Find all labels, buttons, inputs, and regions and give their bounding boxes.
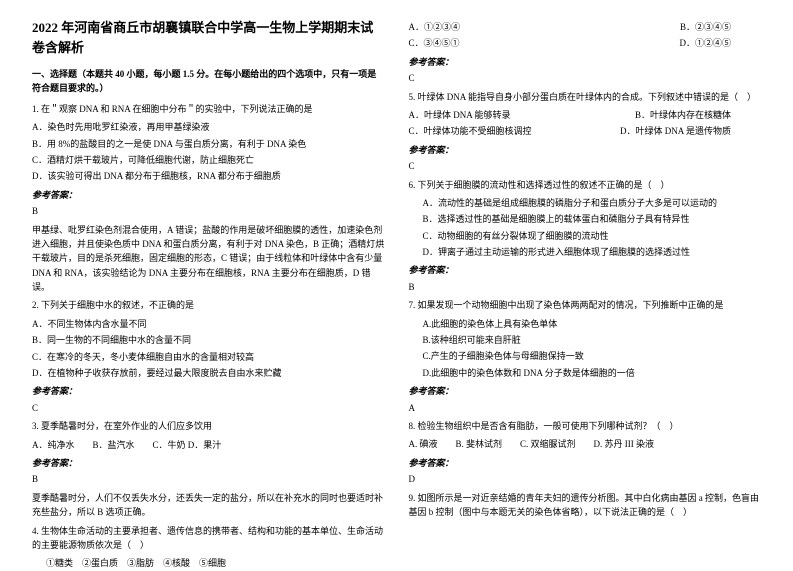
q5-option-b: B．叶绿体内存在核糖体 [635, 108, 731, 122]
left-column: 2022 年河南省商丘市胡襄镇联合中学高一生物上学期期末试卷含解析 一、选择题（… [20, 18, 397, 543]
q6-option-d: D．钾离子通过主动运输的形式进入细胞体现了细胞膜的选择透过性 [409, 245, 762, 259]
q2-option-b: B．同一生物的不同细胞中水的含量不同 [32, 333, 385, 347]
q3-explanation: 夏季酷暑时分，人们不仅丢失水分，还丢失一定的盐分，所以在补充水的同时也要适时补充… [32, 491, 385, 520]
exam-title: 2022 年河南省商丘市胡襄镇联合中学高一生物上学期期末试卷含解析 [32, 18, 385, 57]
q4-answer-label: 参考答案： [409, 55, 762, 69]
q4-answer: C [409, 71, 762, 85]
section-1-header: 一、选择题（本题共 40 小题，每小题 1.5 分。在每小题给出的四个选项中，只… [32, 67, 385, 96]
q4-choice-d: D．①②④⑤ [680, 36, 732, 50]
q7-stem: 7. 如果发现一个动物细胞中出现了染色体两两配对的情况，下列推断中正确的是 [409, 298, 762, 312]
q4-options: ①糖类 ②蛋白质 ③脂肪 ④核酸 ⑤细胞 [32, 556, 385, 570]
q9-stem: 9. 如图所示是一对近亲结婚的青年夫妇的遗传分析图。其中白化病由基因 a 控制，… [409, 491, 762, 520]
q6-answer-label: 参考答案： [409, 263, 762, 277]
q2-answer-label: 参考答案： [32, 384, 385, 398]
q6-option-b: B．选择透过性的基础是细胞膜上的载体蛋白和磷脂分子具有特异性 [409, 212, 762, 226]
q7-answer-label: 参考答案： [409, 384, 762, 398]
q4-choice-b: B．②③④⑤ [680, 20, 731, 34]
q8-answer-label: 参考答案： [409, 456, 762, 470]
q2-option-a: A．不同生物体内含水量不同 [32, 317, 385, 331]
q8-stem: 8. 检验生物组织中是否含有脂肪，一般可使用下列哪种试剂？（ ） [409, 419, 762, 433]
q4-stem: 4. 生物体生命活动的主要承担者、遗传信息的携带者、结构和功能的基本单位、生命活… [32, 524, 385, 553]
q4-choice-row1: A．①②③④ B．②③④⑤ [409, 20, 762, 34]
q1-option-c: C．酒精灯烘干载玻片，可降低细胞代谢，防止细胞死亡 [32, 153, 385, 167]
q5-row2: C．叶绿体功能不受细胞核调控 D．叶绿体 DNA 是遗传物质 [409, 124, 762, 138]
q5-answer-label: 参考答案： [409, 143, 762, 157]
q5-stem: 5. 叶绿体 DNA 能指导自身小部分蛋白质在叶绿体内的合成。下列叙述中错误的是… [409, 90, 762, 104]
q6-answer: B [409, 280, 762, 294]
q7-option-d: D.此细胞中的染色体数和 DNA 分子数是体细胞的一倍 [409, 366, 762, 380]
q2-stem: 2. 下列关于细胞中水的叙述，不正确的是 [32, 298, 385, 312]
q7-answer: A [409, 401, 762, 415]
q1-option-d: D．该实验可得出 DNA 都分布于细胞核，RNA 都分布于细胞质 [32, 169, 385, 183]
q2-option-c: C．在寒冷的冬天，冬小麦体细胞自由水的含量相对较高 [32, 350, 385, 364]
q6-stem: 6. 下列关于细胞膜的流动性和选择透过性的叙述不正确的是（ ） [409, 178, 762, 192]
q5-option-c: C．叶绿体功能不受细胞核调控 [409, 124, 532, 138]
q1-explanation: 甲基绿、吡罗红染色剂混合使用，A 错误；盐酸的作用是破坏细胞膜的透性，加速染色剂… [32, 223, 385, 295]
q5-row1: A．叶绿体 DNA 能够转录 B．叶绿体内存在核糖体 [409, 108, 762, 122]
q8-options: A. 碘液 B. 斐林试剂 C. 双缩脲试剂 D. 苏丹 III 染液 [409, 437, 762, 451]
q5-answer: C [409, 159, 762, 173]
q2-option-d: D．在植物种子收获存放前，要经过最大限度脱去自由水来贮藏 [32, 366, 385, 380]
q1-option-a: A．染色时先用吡罗红染液，再用甲基绿染液 [32, 120, 385, 134]
q3-answer-label: 参考答案： [32, 456, 385, 470]
q4-choice-c: C．③④⑤① [409, 36, 460, 50]
q8-answer: D [409, 472, 762, 486]
q1-option-b: B．用 8%的盐酸目的之一是使 DNA 与蛋白质分离，有利于 DNA 染色 [32, 137, 385, 151]
q3-stem: 3. 夏季酷暑时分，在室外作业的人们应多饮用 [32, 419, 385, 433]
q7-option-b: B.该种组织可能来自肝脏 [409, 333, 762, 347]
q7-option-a: A.此细胞的染色体上具有染色单体 [409, 317, 762, 331]
q1-stem: 1. 在＂观察 DNA 和 RNA 在细胞中分布＂的实验中，下列说法正确的是 [32, 102, 385, 116]
q5-option-a: A．叶绿体 DNA 能够转录 [409, 108, 511, 122]
q1-answer: B [32, 204, 385, 218]
q7-option-c: C.产生的子细胞染色体与母细胞保持一致 [409, 349, 762, 363]
right-column: A．①②③④ B．②③④⑤ C．③④⑤① D．①②④⑤ 参考答案： C 5. 叶… [397, 18, 774, 543]
q3-answer: B [32, 472, 385, 486]
q3-options: A．纯净水 B．盐汽水 C．牛奶 D．果汁 [32, 438, 385, 452]
q5-option-d: D．叶绿体 DNA 是遗传物质 [620, 124, 731, 138]
q6-option-c: C．动物细胞的有丝分裂体现了细胞膜的流动性 [409, 229, 762, 243]
q1-answer-label: 参考答案： [32, 188, 385, 202]
q4-choice-row2: C．③④⑤① D．①②④⑤ [409, 36, 762, 50]
q2-answer: C [32, 401, 385, 415]
q4-choice-a: A．①②③④ [409, 20, 461, 34]
q6-option-a: A．流动性的基础是组成细胞膜的磷脂分子和蛋白质分子大多是可以运动的 [409, 196, 762, 210]
